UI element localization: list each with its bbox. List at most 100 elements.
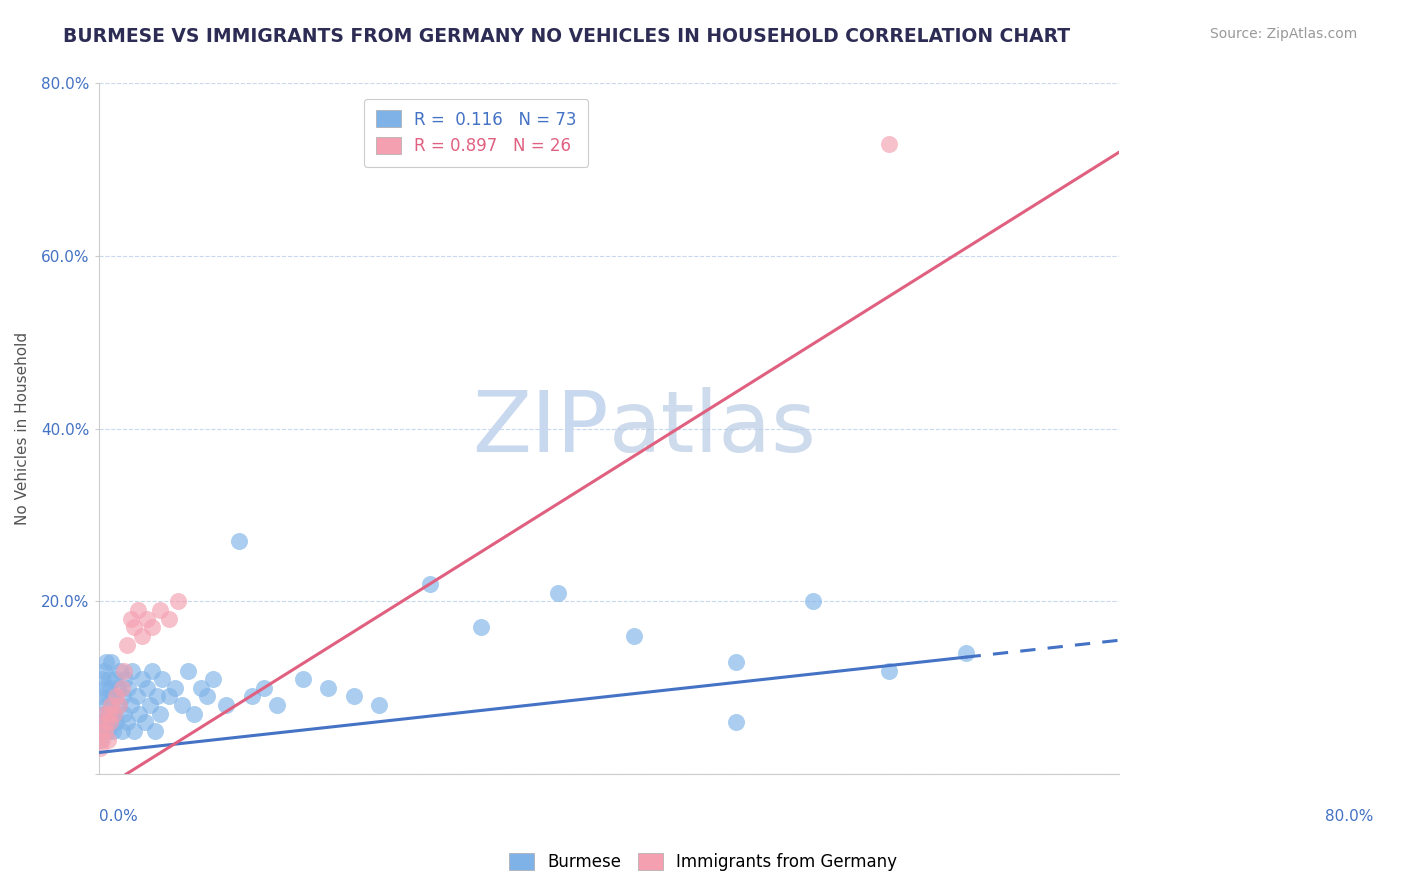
Point: [547, 586, 569, 600]
Point: [101, 723, 124, 738]
Point: [955, 646, 977, 660]
Point: [228, 534, 250, 549]
Point: [111, 690, 134, 704]
Point: [266, 698, 288, 712]
Point: [877, 664, 900, 678]
Point: [97, 706, 120, 721]
Point: [90, 715, 112, 730]
Point: [97, 732, 120, 747]
Point: [316, 681, 339, 695]
Point: [240, 690, 263, 704]
Point: [96, 655, 118, 669]
Point: [91, 732, 114, 747]
Point: [115, 638, 138, 652]
Point: [725, 655, 748, 669]
Point: [91, 723, 114, 738]
Point: [127, 603, 149, 617]
Point: [134, 715, 156, 730]
Point: [136, 612, 159, 626]
Point: [93, 706, 115, 721]
Point: [97, 723, 120, 738]
Point: [100, 655, 122, 669]
Point: [100, 698, 122, 712]
Point: [100, 698, 122, 712]
Point: [105, 690, 128, 704]
Point: [105, 715, 128, 730]
Point: [110, 681, 132, 695]
Point: [470, 620, 492, 634]
Point: [93, 664, 115, 678]
Point: [96, 698, 118, 712]
Point: [108, 698, 131, 712]
Point: [112, 706, 135, 721]
Point: [97, 706, 120, 721]
Text: ZIP: ZIP: [472, 387, 609, 470]
Point: [97, 672, 120, 686]
Point: [157, 690, 180, 704]
Legend: Burmese, Immigrants from Germany: Burmese, Immigrants from Germany: [501, 845, 905, 880]
Point: [93, 706, 115, 721]
Point: [89, 732, 111, 747]
Point: [125, 690, 148, 704]
Point: [253, 681, 276, 695]
Point: [183, 706, 205, 721]
Point: [141, 664, 163, 678]
Point: [343, 690, 366, 704]
Point: [623, 629, 645, 643]
Point: [115, 715, 138, 730]
Point: [136, 681, 159, 695]
Point: [103, 706, 125, 721]
Point: [149, 603, 172, 617]
Point: [124, 620, 146, 634]
Point: [146, 690, 169, 704]
Point: [90, 690, 112, 704]
Point: [157, 612, 180, 626]
Point: [91, 672, 114, 686]
Point: [97, 690, 120, 704]
Point: [94, 681, 117, 695]
Point: [215, 698, 238, 712]
Point: [107, 681, 129, 695]
Text: Source: ZipAtlas.com: Source: ZipAtlas.com: [1209, 27, 1357, 41]
Point: [104, 672, 127, 686]
Point: [108, 698, 131, 712]
Point: [89, 741, 111, 756]
Point: [195, 690, 218, 704]
Point: [190, 681, 212, 695]
Text: atlas: atlas: [609, 387, 817, 470]
Point: [120, 612, 142, 626]
Point: [291, 672, 314, 686]
Point: [101, 690, 124, 704]
Point: [94, 715, 117, 730]
Point: [166, 594, 188, 608]
Point: [121, 664, 143, 678]
Point: [141, 620, 163, 634]
Point: [128, 706, 150, 721]
Point: [94, 723, 117, 738]
Point: [143, 723, 166, 738]
Point: [877, 136, 900, 151]
Point: [801, 594, 824, 608]
Point: [419, 577, 441, 591]
Point: [202, 672, 225, 686]
Point: [110, 664, 132, 678]
Text: 80.0%: 80.0%: [1326, 809, 1374, 823]
Point: [103, 706, 125, 721]
Point: [117, 681, 139, 695]
Point: [124, 723, 146, 738]
Point: [131, 672, 153, 686]
Point: [114, 672, 136, 686]
Point: [368, 698, 391, 712]
Point: [90, 723, 112, 738]
Point: [150, 672, 173, 686]
Point: [165, 681, 187, 695]
Point: [96, 715, 118, 730]
Point: [725, 715, 748, 730]
Text: BURMESE VS IMMIGRANTS FROM GERMANY NO VEHICLES IN HOUSEHOLD CORRELATION CHART: BURMESE VS IMMIGRANTS FROM GERMANY NO VE…: [63, 27, 1070, 45]
Point: [120, 698, 142, 712]
Point: [170, 698, 193, 712]
Y-axis label: No Vehicles in Household: No Vehicles in Household: [15, 332, 30, 525]
Point: [98, 681, 121, 695]
Point: [149, 706, 172, 721]
Point: [112, 664, 135, 678]
